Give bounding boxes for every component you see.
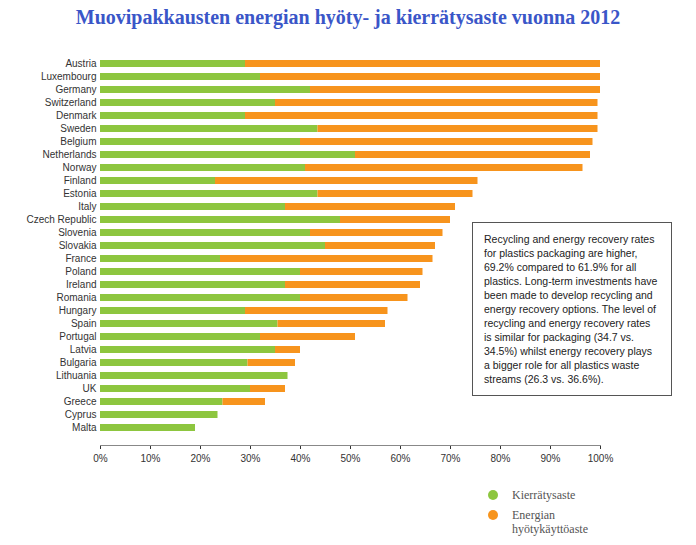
- svg-text:Sweden: Sweden: [60, 123, 96, 134]
- svg-text:80%: 80%: [490, 453, 510, 464]
- svg-text:0%: 0%: [93, 453, 108, 464]
- svg-text:100%: 100%: [588, 453, 614, 464]
- svg-text:Austria: Austria: [65, 58, 97, 69]
- html-text:Muovipakkausten energian hyöty: Muovipakkausten energian hyöty- ja kierr…: [75, 6, 621, 28]
- svg-text:Switzerland: Switzerland: [45, 97, 97, 108]
- svg-text:90%: 90%: [540, 453, 560, 464]
- svg-text:Belgium: Belgium: [60, 136, 96, 147]
- svg-text:UK: UK: [83, 383, 97, 394]
- svg-text:France: France: [65, 253, 97, 264]
- svg-text:Luxembourg: Luxembourg: [41, 71, 97, 82]
- svg-text:Czech Republic: Czech Republic: [26, 214, 96, 225]
- svg-text:Greece: Greece: [64, 396, 97, 407]
- svg-text:Italy: Italy: [78, 201, 96, 212]
- svg-text:Latvia: Latvia: [70, 344, 97, 355]
- svg-text:Denmark: Denmark: [56, 110, 98, 121]
- svg-text:50%: 50%: [340, 453, 360, 464]
- svg-text:Lithuania: Lithuania: [56, 370, 97, 381]
- svg-text:Poland: Poland: [65, 266, 96, 277]
- svg-text:40%: 40%: [290, 453, 310, 464]
- svg-text:Ireland: Ireland: [66, 279, 97, 290]
- svg-text:70%: 70%: [440, 453, 460, 464]
- svg-text:20%: 20%: [190, 453, 210, 464]
- svg-text:Bulgaria: Bulgaria: [60, 357, 97, 368]
- svg-text:30%: 30%: [240, 453, 260, 464]
- svg-text:Malta: Malta: [72, 422, 97, 433]
- svg-text:Norway: Norway: [63, 162, 97, 173]
- svg-text:Slovakia: Slovakia: [59, 240, 97, 251]
- svg-text:Cyprus: Cyprus: [65, 409, 97, 420]
- html-text:Energian hyötykäyttöaste: Energian hyötykäyttöaste: [512, 508, 588, 536]
- html-text:Recycling and energy recovery: Recycling and energy recovery rates for …: [484, 233, 658, 385]
- svg-text:10%: 10%: [140, 453, 160, 464]
- svg-text:Germany: Germany: [55, 84, 96, 95]
- svg-text:60%: 60%: [390, 453, 410, 464]
- svg-text:Netherlands: Netherlands: [43, 149, 97, 160]
- svg-text:Romania: Romania: [56, 292, 96, 303]
- svg-text:Estonia: Estonia: [63, 188, 97, 199]
- html-text:Kierrätysaste: Kierrätysaste: [512, 488, 576, 502]
- svg-text:Slovenia: Slovenia: [58, 227, 97, 238]
- svg-text:Finland: Finland: [64, 175, 97, 186]
- svg-text:Portugal: Portugal: [59, 331, 96, 342]
- svg-text:Spain: Spain: [71, 318, 97, 329]
- svg-text:Hungary: Hungary: [59, 305, 97, 316]
